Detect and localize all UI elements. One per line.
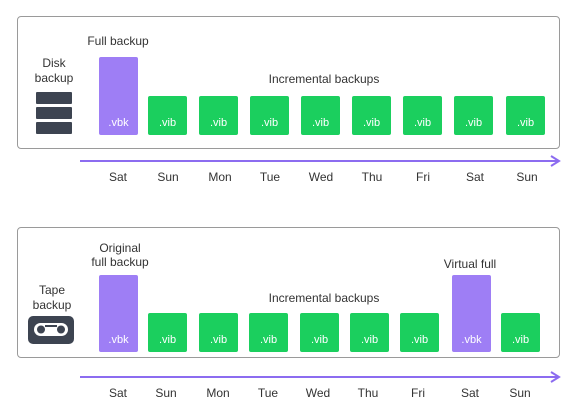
tape-day-label-8: Sat [460,386,479,400]
block-extension-label: .vib [158,117,177,129]
disk-day-label-6: Thu [361,170,383,184]
block-extension-label: .vib [158,334,177,346]
tape-day-label-1: Sat [108,386,127,400]
block-extension-label: .vib [413,117,432,129]
tape-cassette-icon [28,316,74,344]
disk-incremental-backup-block-5: .vib [301,96,340,135]
virtual-full-caption: Virtual full [443,257,497,271]
tape-day-label-6: Thu [357,386,379,400]
disk-day-label-7: Fri [416,170,430,184]
block-extension-label: .vib [310,334,329,346]
disk-day-label-9: Sun [516,170,538,184]
tape-full-backup-block-8: .vbk [452,275,491,352]
tape-day-label-7: Fri [411,386,425,400]
disk-incremental-backup-block-3: .vib [199,96,238,135]
disk-timeline-arrow [80,155,561,167]
tape-day-label-4: Tue [257,386,279,400]
block-extension-label: .vib [360,334,379,346]
tape-day-label-9: Sun [509,386,531,400]
disk-incremental-backup-block-2: .vib [148,96,187,135]
block-extension-label: .vib [260,117,279,129]
tape-full-backup-block-1: .vbk [99,275,138,352]
block-extension-label: .vbk [108,117,129,129]
tape-backup-panel [17,227,560,358]
disk-incremental-backup-block-6: .vib [352,96,391,135]
tape-day-label-2: Sun [155,386,177,400]
disk-day-label-3: Mon [208,170,232,184]
tape-timeline-arrow [80,371,561,383]
disk-day-label-4: Tue [259,170,281,184]
block-extension-label: .vib [362,117,381,129]
server-stack-icon [36,92,72,134]
tape-incremental-backup-block-9: .vib [501,313,540,352]
tape-incremental-backup-block-7: .vib [400,313,439,352]
disk-day-label-1: Sat [108,170,127,184]
block-extension-label: .vib [259,334,278,346]
block-extension-label: .vbk [461,334,482,346]
block-extension-label: .vib [209,117,228,129]
disk-day-label-2: Sun [157,170,179,184]
tape-incremental-backup-block-6: .vib [350,313,389,352]
disk-incremental-caption: Incremental backups [268,72,380,86]
tape-incremental-backup-block-5: .vib [300,313,339,352]
block-extension-label: .vib [464,117,483,129]
disk-incremental-backup-block-7: .vib [403,96,442,135]
block-extension-label: .vib [311,117,330,129]
disk-full-backup-block-1: .vbk [99,57,138,135]
disk-backup-panel [17,16,560,149]
tape-incremental-backup-block-4: .vib [249,313,288,352]
full-backup-caption: Full backup [87,34,149,48]
disk-day-label-8: Sat [465,170,484,184]
tape-incremental-caption: Incremental backups [268,291,380,305]
tape-backup-label: Tape backup [32,283,72,312]
disk-incremental-backup-block-4: .vib [250,96,289,135]
tape-incremental-backup-block-2: .vib [148,313,187,352]
disk-incremental-backup-block-9: .vib [506,96,545,135]
block-extension-label: .vib [516,117,535,129]
tape-day-label-5: Wed [305,386,331,400]
block-extension-label: .vib [209,334,228,346]
disk-incremental-backup-block-8: .vib [454,96,493,135]
block-extension-label: .vbk [108,334,129,346]
block-extension-label: .vib [511,334,530,346]
original-full-backup-caption: Original full backup [91,241,149,269]
disk-backup-label: Disk backup [34,56,74,85]
tape-incremental-backup-block-3: .vib [199,313,238,352]
tape-day-label-3: Mon [206,386,230,400]
block-extension-label: .vib [410,334,429,346]
disk-day-label-5: Wed [308,170,334,184]
